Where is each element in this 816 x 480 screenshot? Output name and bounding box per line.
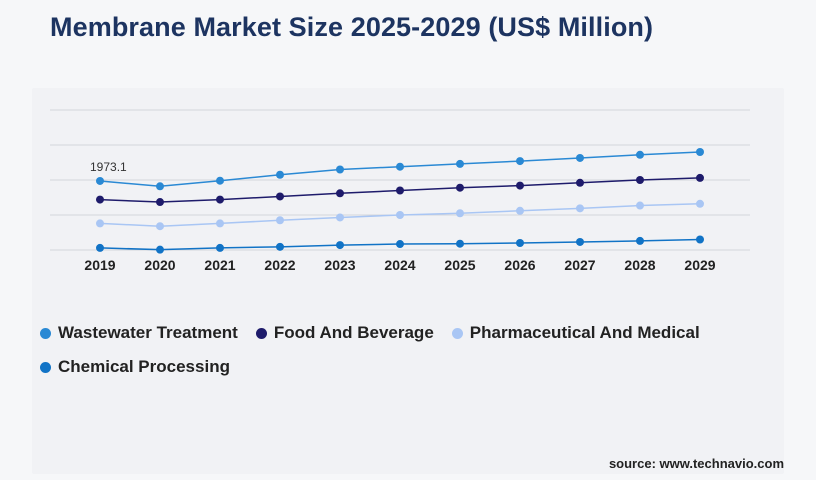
data-point <box>96 176 104 185</box>
data-point <box>696 199 704 208</box>
legend-label: Wastewater Treatment <box>58 323 238 342</box>
x-tick-label: 2026 <box>504 257 535 273</box>
data-point <box>456 183 464 192</box>
data-point <box>216 195 224 204</box>
data-point <box>276 216 284 225</box>
x-tick-label: 2023 <box>324 257 355 273</box>
source-credit: source: www.technavio.com <box>608 456 784 471</box>
legend-marker-icon <box>40 327 51 339</box>
page-title: Membrane Market Size 2025-2029 (US$ Mill… <box>50 12 654 42</box>
legend-item: Pharmaceutical And Medical <box>451 322 700 344</box>
data-point <box>276 242 284 251</box>
data-point <box>96 195 104 204</box>
data-point <box>456 209 464 218</box>
data-point <box>336 241 344 250</box>
legend-marker-icon <box>255 327 267 339</box>
data-point <box>156 222 164 231</box>
data-point <box>636 176 644 184</box>
data-point <box>276 192 284 201</box>
data-point <box>456 159 464 168</box>
data-point <box>636 150 644 159</box>
x-tick-label: 2028 <box>624 257 655 273</box>
data-point <box>636 201 644 210</box>
data-point <box>696 148 704 156</box>
data-point <box>216 219 224 228</box>
x-tick-label: 2021 <box>204 257 235 273</box>
data-point <box>396 162 404 171</box>
data-point <box>456 239 464 248</box>
data-point <box>696 235 704 244</box>
legend-item: Wastewater Treatment <box>40 322 238 344</box>
data-point <box>216 243 224 252</box>
data-point <box>396 240 404 249</box>
data-point <box>696 173 704 182</box>
data-point <box>516 239 524 247</box>
legend-label: Chemical Processing <box>58 357 230 376</box>
data-point <box>336 189 344 198</box>
legend-marker-icon <box>451 327 463 339</box>
x-tick-label: 2022 <box>264 257 295 273</box>
data-point <box>156 245 164 254</box>
data-point <box>96 243 104 252</box>
legend-label: Food And Beverage <box>273 323 434 342</box>
data-point <box>576 204 584 213</box>
legend-marker-icon <box>40 361 51 373</box>
data-point <box>576 237 584 246</box>
data-point <box>276 170 284 179</box>
data-point <box>396 211 404 219</box>
data-point <box>156 182 164 191</box>
x-tick-label: 2027 <box>564 257 595 273</box>
data-point <box>636 236 644 245</box>
x-tick-label: 2029 <box>684 257 715 273</box>
x-tick-label: 2024 <box>384 257 415 273</box>
chart-card <box>32 88 784 474</box>
data-point <box>216 176 224 185</box>
data-label: 1973.1 <box>90 160 127 174</box>
data-point <box>336 165 344 174</box>
chart-legend: Wastewater Treatment Food And Beverage Pha… <box>40 322 780 378</box>
x-tick-label: 2019 <box>84 257 115 273</box>
data-point <box>516 181 524 190</box>
data-point <box>96 219 104 228</box>
data-point <box>156 198 164 207</box>
data-point <box>516 157 524 166</box>
data-point <box>396 186 404 195</box>
data-point <box>576 178 584 187</box>
data-point <box>516 206 524 215</box>
legend-item: Chemical Processing <box>40 356 230 378</box>
data-point <box>576 153 584 162</box>
data-point <box>336 213 344 222</box>
x-tick-label: 2025 <box>444 257 475 273</box>
legend-label: Pharmaceutical And Medical <box>469 323 700 342</box>
x-tick-label: 2020 <box>144 257 175 273</box>
legend-item: Food And Beverage <box>255 322 434 344</box>
